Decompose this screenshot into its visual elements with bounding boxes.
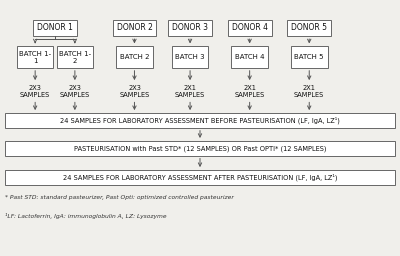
FancyBboxPatch shape	[33, 20, 77, 36]
Text: ¹LF: Lactoferrin, IgA: immunoglobulin A, LZ: Lysozyme: ¹LF: Lactoferrin, IgA: immunoglobulin A,…	[5, 212, 167, 219]
Text: DONOR 3: DONOR 3	[172, 24, 208, 33]
FancyBboxPatch shape	[17, 46, 54, 68]
Text: 2X3
SAMPLES: 2X3 SAMPLES	[60, 85, 90, 98]
Text: BATCH 1-
1: BATCH 1- 1	[19, 51, 51, 63]
Text: BATCH 4: BATCH 4	[235, 54, 264, 60]
Text: 2X1
SAMPLES: 2X1 SAMPLES	[294, 85, 324, 98]
Text: BATCH 3: BATCH 3	[175, 54, 205, 60]
FancyBboxPatch shape	[116, 46, 153, 68]
Text: 24 SAMPLES FOR LABORATORY ASSESSMENT BEFORE PASTEURISATION (LF, IgA, LZ¹): 24 SAMPLES FOR LABORATORY ASSESSMENT BEF…	[60, 117, 340, 124]
FancyBboxPatch shape	[228, 20, 272, 36]
Text: BATCH 1-
2: BATCH 1- 2	[59, 51, 91, 63]
Text: DONOR 2: DONOR 2	[116, 24, 152, 33]
FancyBboxPatch shape	[172, 46, 208, 68]
Text: DONOR 5: DONOR 5	[291, 24, 327, 33]
Text: DONOR 4: DONOR 4	[232, 24, 268, 33]
FancyBboxPatch shape	[5, 113, 395, 128]
FancyBboxPatch shape	[57, 46, 93, 68]
FancyBboxPatch shape	[5, 170, 395, 185]
Text: * Past STD: standard pasteurizer, Past Opti: optimized controlled pasteurizer: * Past STD: standard pasteurizer, Past O…	[5, 195, 234, 200]
Text: DONOR 1: DONOR 1	[37, 24, 73, 33]
Text: 2X3
SAMPLES: 2X3 SAMPLES	[119, 85, 150, 98]
Text: 2X1
SAMPLES: 2X1 SAMPLES	[234, 85, 265, 98]
Text: 2X3
SAMPLES: 2X3 SAMPLES	[20, 85, 50, 98]
FancyBboxPatch shape	[291, 46, 328, 68]
FancyBboxPatch shape	[168, 20, 212, 36]
FancyBboxPatch shape	[287, 20, 331, 36]
Text: 2X1
SAMPLES: 2X1 SAMPLES	[175, 85, 205, 98]
FancyBboxPatch shape	[5, 141, 395, 156]
Text: 24 SAMPLES FOR LABORATORY ASSESSMENT AFTER PASTEURISATION (LF, IgA, LZ¹): 24 SAMPLES FOR LABORATORY ASSESSMENT AFT…	[63, 174, 337, 181]
FancyBboxPatch shape	[113, 20, 156, 36]
Text: BATCH 2: BATCH 2	[120, 54, 149, 60]
Text: BATCH 5: BATCH 5	[294, 54, 324, 60]
FancyBboxPatch shape	[231, 46, 268, 68]
Text: PASTEURISATION with Past STD* (12 SAMPLES) OR Past OPTI* (12 SAMPLES): PASTEURISATION with Past STD* (12 SAMPLE…	[74, 145, 326, 152]
